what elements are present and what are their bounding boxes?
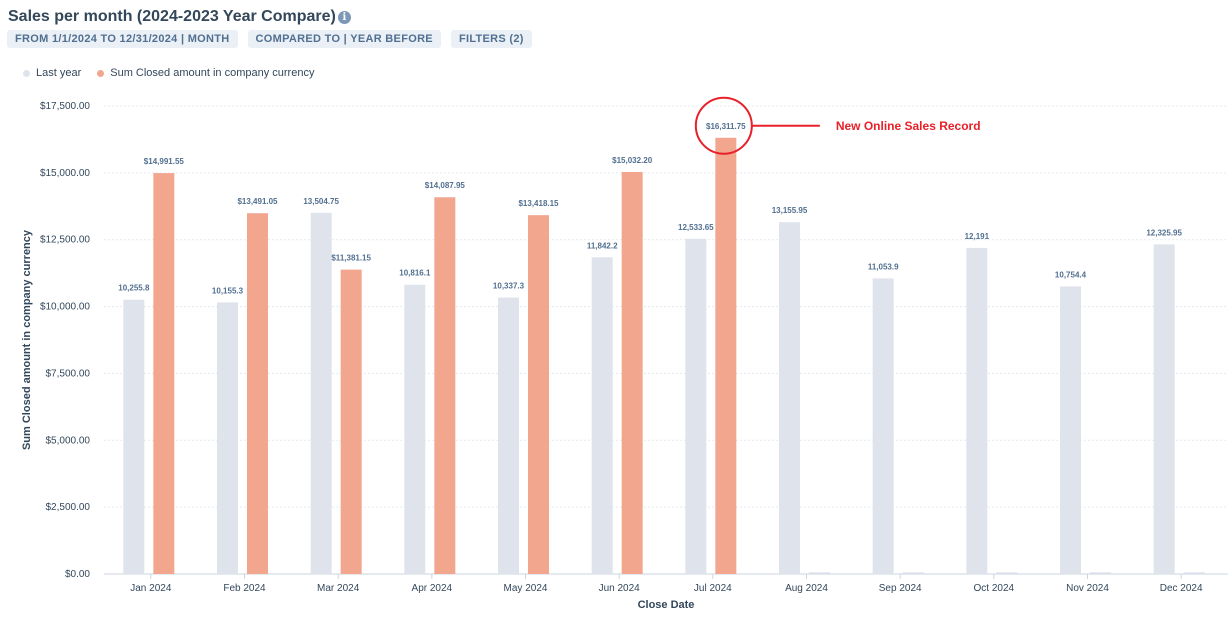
filters-chip[interactable]: FILTERS (2) bbox=[450, 30, 532, 48]
data-label-last-year: 10,816.1 bbox=[399, 269, 431, 278]
date-range-chip[interactable]: FROM 1/1/2024 TO 12/31/2024 | MONTH bbox=[7, 30, 238, 48]
bar-last-year[interactable] bbox=[498, 297, 519, 574]
x-tick-label: Aug 2024 bbox=[785, 583, 828, 594]
x-tick-label: Jun 2024 bbox=[599, 583, 641, 594]
x-axis-title: Close Date bbox=[638, 599, 695, 611]
data-label-last-year: 10,155.3 bbox=[212, 286, 244, 295]
data-label-last-year: 13,504.75 bbox=[303, 197, 339, 206]
x-tick-label: Apr 2024 bbox=[412, 583, 453, 594]
data-label-current: $11,381.15 bbox=[331, 254, 371, 263]
chart-legend: Last year Sum Closed amount in company c… bbox=[23, 67, 314, 79]
title-row: Sales per month (2024-2023 Year Compare)… bbox=[8, 8, 351, 26]
chart-title: Sales per month (2024-2023 Year Compare) bbox=[8, 8, 336, 25]
x-tick-label: Feb 2024 bbox=[223, 583, 266, 594]
legend-swatch-current bbox=[97, 69, 105, 77]
x-tick-label: Dec 2024 bbox=[1160, 583, 1203, 594]
legend-label-current: Sum Closed amount in company currency bbox=[110, 67, 315, 79]
legend-item-current[interactable]: Sum Closed amount in company currency bbox=[97, 67, 314, 79]
data-label-last-year: 10,255.8 bbox=[118, 284, 150, 293]
filter-chips: FROM 1/1/2024 TO 12/31/2024 | MONTH COMP… bbox=[7, 30, 532, 48]
y-tick-label: $7,500.00 bbox=[46, 368, 91, 379]
legend-item-last-year[interactable]: Last year bbox=[23, 67, 81, 79]
x-tick-label: Mar 2024 bbox=[317, 583, 360, 594]
y-tick-label: $0.00 bbox=[65, 569, 90, 580]
bar-last-year[interactable] bbox=[310, 212, 332, 574]
data-label-current: $13,491.05 bbox=[237, 197, 278, 206]
bar-last-year[interactable] bbox=[1153, 244, 1175, 574]
x-tick-label: Oct 2024 bbox=[974, 583, 1015, 594]
data-label-last-year: 10,337.3 bbox=[493, 282, 525, 291]
data-label-last-year: 13,155.95 bbox=[772, 206, 808, 215]
info-icon[interactable]: i bbox=[337, 10, 351, 24]
y-tick-label: $5,000.00 bbox=[46, 435, 91, 446]
bar-current[interactable] bbox=[528, 215, 549, 574]
bar-last-year[interactable] bbox=[123, 299, 145, 574]
bar-current[interactable] bbox=[434, 197, 456, 574]
data-label-last-year: 12,325.95 bbox=[1146, 228, 1182, 237]
y-tick-label: $15,000.00 bbox=[40, 168, 90, 179]
data-label-last-year: 11,053.9 bbox=[868, 262, 899, 271]
bar-last-year[interactable] bbox=[872, 278, 894, 574]
data-label-last-year: 12,533.65 bbox=[678, 223, 714, 232]
bar-last-year[interactable] bbox=[591, 257, 613, 574]
data-label-last-year: 12,191 bbox=[965, 232, 990, 241]
y-tick-label: $2,500.00 bbox=[46, 502, 91, 513]
data-label-current: $16,311.75 bbox=[706, 122, 746, 131]
x-tick-label: Jan 2024 bbox=[130, 583, 172, 594]
bar-last-year[interactable] bbox=[966, 247, 988, 574]
legend-swatch-last-year bbox=[23, 69, 30, 77]
data-label-current: $14,991.55 bbox=[144, 157, 185, 166]
bar-current[interactable] bbox=[621, 171, 643, 574]
bar-last-year[interactable] bbox=[1060, 286, 1081, 574]
compare-chip[interactable]: COMPARED TO | YEAR BEFORE bbox=[247, 30, 441, 48]
x-tick-label: Nov 2024 bbox=[1066, 583, 1109, 594]
bar-last-year[interactable] bbox=[685, 238, 707, 574]
y-tick-label: $10,000.00 bbox=[40, 302, 90, 313]
x-tick-label: Jul 2024 bbox=[694, 583, 732, 594]
bar-last-year[interactable] bbox=[404, 284, 426, 574]
bar-current[interactable] bbox=[340, 269, 362, 574]
data-label-current: $13,418.15 bbox=[518, 199, 559, 208]
legend-label-last-year: Last year bbox=[36, 67, 82, 79]
x-tick-label: Sep 2024 bbox=[879, 583, 922, 594]
data-label-current: $15,032.20 bbox=[612, 156, 653, 165]
y-axis-title: Sum Closed amount in company currency bbox=[21, 229, 33, 450]
bar-last-year[interactable] bbox=[779, 222, 800, 574]
bar-last-year[interactable] bbox=[217, 302, 238, 574]
data-label-current: $14,087.95 bbox=[425, 181, 466, 190]
y-tick-label: $12,500.00 bbox=[40, 235, 90, 246]
data-label-last-year: 10,754.4 bbox=[1055, 270, 1087, 279]
bar-current[interactable] bbox=[153, 173, 175, 574]
annotation-text: New Online Sales Record bbox=[836, 119, 981, 133]
x-tick-label: May 2024 bbox=[504, 583, 548, 594]
bar-current[interactable] bbox=[247, 213, 268, 575]
bar-current[interactable] bbox=[715, 137, 737, 574]
y-tick-label: $17,500.00 bbox=[40, 101, 90, 112]
data-label-last-year: 11,842.2 bbox=[587, 241, 618, 250]
